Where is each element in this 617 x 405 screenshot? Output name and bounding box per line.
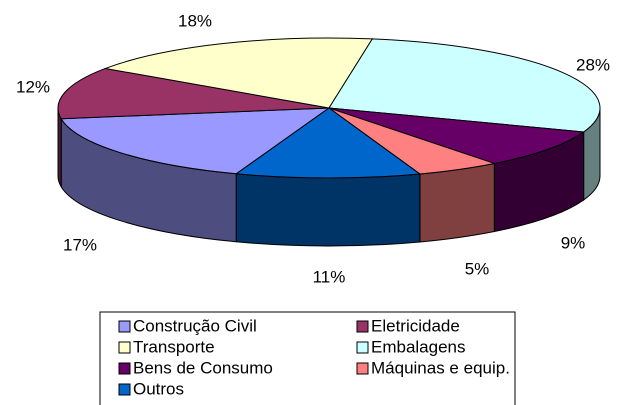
pie-wall xyxy=(419,162,495,243)
data-label: 17% xyxy=(63,235,97,254)
pie-wall xyxy=(235,173,421,247)
pie-slice xyxy=(328,107,586,164)
legend-label: Outros xyxy=(133,379,184,398)
pie-slice xyxy=(57,67,330,120)
legend-swatch xyxy=(356,341,369,354)
data-label: 5% xyxy=(465,259,490,278)
data-labels: 17% 12% 18% 28% 9% 5% 11% xyxy=(16,11,610,286)
legend-box xyxy=(99,311,516,405)
legend-swatch xyxy=(356,362,369,375)
legend-label: Construção Civil xyxy=(133,316,257,335)
legend-swatch xyxy=(356,320,369,333)
legend-swatch xyxy=(118,383,131,396)
legend-label: Embalagens xyxy=(371,337,466,356)
legend-label: Transporte xyxy=(133,337,215,356)
pie-slice xyxy=(60,107,331,175)
pie-wall xyxy=(57,107,62,189)
legend-label: Eletricidade xyxy=(371,316,460,335)
legend: Construção Civil Eletricidade Transporte Em… xyxy=(118,316,510,398)
data-label: 11% xyxy=(313,267,346,286)
data-label: 9% xyxy=(561,233,586,252)
legend-swatch xyxy=(118,320,131,333)
data-label: 18% xyxy=(178,11,212,30)
pie-slice xyxy=(328,38,601,133)
pie-slice xyxy=(234,107,422,179)
legend-label: Bens de Consumo xyxy=(133,358,273,377)
legend-swatch xyxy=(118,341,131,354)
data-label: 12% xyxy=(16,77,50,96)
pie-tops xyxy=(57,37,601,179)
data-label: 28% xyxy=(576,55,610,74)
legend-swatch xyxy=(118,362,131,375)
pie-slice xyxy=(103,37,374,109)
legend-label: Máquinas e equip. xyxy=(371,358,510,377)
